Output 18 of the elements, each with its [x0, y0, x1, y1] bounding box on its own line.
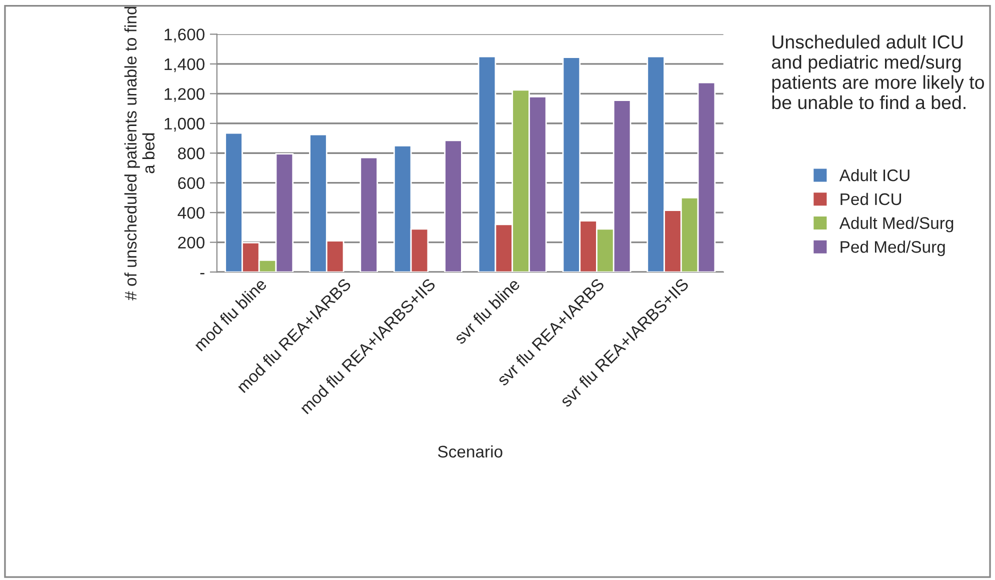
- x-axis-title: Scenario: [438, 445, 502, 458]
- y-tick-label: 600: [178, 177, 204, 190]
- y-tick-label: 1,400: [164, 58, 204, 72]
- legend-label: Adult ICU: [839, 168, 910, 182]
- legend-label: Ped Med/Surg: [840, 240, 945, 256]
- text: Unscheduled adult ICU and pediatric med/surg patients are more likely to be unable to find a bed.: [772, 34, 984, 110]
- y-tick-label: 1,000: [164, 118, 204, 132]
- y-tick-label: 400: [178, 206, 204, 219]
- y-tick-label: 800: [178, 148, 204, 160]
- y-axis-title: # of unscheduled patients unable to find a bed: [124, 6, 155, 300]
- y-tick-label: 1,200: [164, 88, 204, 102]
- legend-label: Adult Med/Surg: [839, 216, 954, 232]
- legend-label: Ped ICU: [840, 192, 902, 206]
- y-tick-label: 200: [178, 236, 204, 248]
- bar: [444, 140, 462, 272]
- y-tick-label: 1,600: [164, 28, 204, 42]
- bar: [360, 156, 378, 272]
- y-tick-label: -: [200, 272, 204, 274]
